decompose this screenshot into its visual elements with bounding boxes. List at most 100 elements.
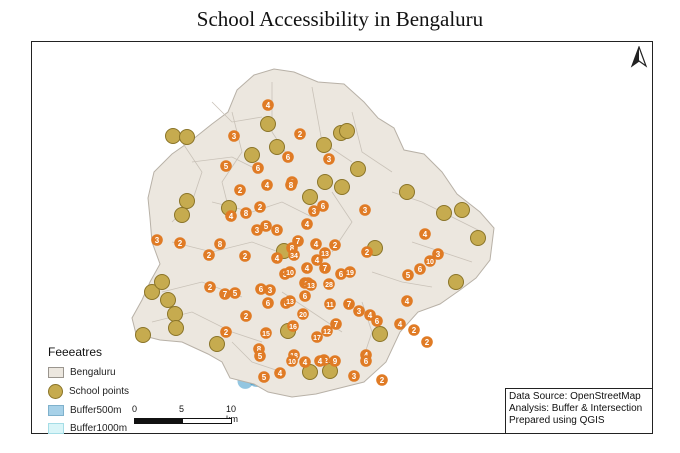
count-label[interactable]: 6 bbox=[262, 297, 274, 309]
count-label[interactable]: 5 bbox=[258, 371, 270, 383]
count-label[interactable]: 10 bbox=[284, 266, 296, 278]
count-label[interactable]: 10 bbox=[286, 355, 298, 367]
count-label[interactable]: 3 bbox=[251, 224, 263, 236]
count-label[interactable]: 8 bbox=[271, 224, 283, 236]
map-canvas[interactable]: 4326563242628843348257232238464843431310… bbox=[32, 42, 654, 435]
count-label[interactable]: 6 bbox=[282, 151, 294, 163]
school-point[interactable] bbox=[160, 292, 176, 308]
school-point[interactable] bbox=[167, 306, 183, 322]
count-label[interactable]: 8 bbox=[285, 179, 297, 191]
school-point[interactable] bbox=[135, 327, 151, 343]
count-label[interactable]: 4 bbox=[301, 218, 313, 230]
count-label[interactable]: 7 bbox=[319, 262, 331, 274]
count-label[interactable]: 4 bbox=[364, 309, 376, 321]
school-point[interactable] bbox=[244, 147, 260, 163]
count-label[interactable]: 17 bbox=[311, 331, 323, 343]
count-label[interactable]: 5 bbox=[220, 160, 232, 172]
count-label[interactable]: 34 bbox=[288, 249, 300, 261]
count-label[interactable]: 4 bbox=[299, 356, 311, 368]
school-point[interactable] bbox=[448, 274, 464, 290]
school-point[interactable] bbox=[209, 336, 225, 352]
count-label[interactable]: 2 bbox=[294, 128, 306, 140]
school-point[interactable] bbox=[372, 326, 388, 342]
count-label[interactable]: 9 bbox=[329, 355, 341, 367]
count-label[interactable]: 4 bbox=[310, 238, 322, 250]
count-label[interactable]: 13 bbox=[319, 247, 331, 259]
school-point[interactable] bbox=[339, 123, 355, 139]
school-point[interactable] bbox=[316, 137, 332, 153]
school-point[interactable] bbox=[179, 129, 195, 145]
count-label[interactable]: 3 bbox=[348, 370, 360, 382]
count-label[interactable]: 2 bbox=[254, 201, 266, 213]
count-label[interactable]: 5 bbox=[254, 350, 266, 362]
count-label[interactable]: 2 bbox=[239, 250, 251, 262]
count-label[interactable]: 5 bbox=[402, 269, 414, 281]
count-label[interactable]: 4 bbox=[314, 355, 326, 367]
count-label[interactable]: 4 bbox=[262, 99, 274, 111]
count-label[interactable]: 8 bbox=[214, 238, 226, 250]
count-label[interactable]: 2 bbox=[329, 239, 341, 251]
count-label[interactable]: 15 bbox=[260, 327, 272, 339]
count-label[interactable]: 2 bbox=[376, 374, 388, 386]
count-label[interactable]: 13 bbox=[284, 295, 296, 307]
school-point[interactable] bbox=[179, 193, 195, 209]
count-label[interactable]: 6 bbox=[299, 290, 311, 302]
count-label[interactable]: 2 bbox=[361, 246, 373, 258]
count-label[interactable]: 6 bbox=[317, 200, 329, 212]
count-label[interactable]: 20 bbox=[297, 308, 309, 320]
count-label[interactable]: 4 bbox=[271, 252, 283, 264]
count-label[interactable]: 4 bbox=[311, 254, 323, 266]
school-point[interactable] bbox=[334, 179, 350, 195]
school-point[interactable] bbox=[260, 116, 276, 132]
school-point[interactable] bbox=[399, 184, 415, 200]
count-label[interactable]: 19 bbox=[344, 266, 356, 278]
count-label[interactable]: 2 bbox=[203, 249, 215, 261]
count-label[interactable]: 28 bbox=[323, 278, 335, 290]
count-label[interactable]: 4 bbox=[261, 179, 273, 191]
count-label[interactable]: 3 bbox=[353, 305, 365, 317]
count-label[interactable]: 5 bbox=[260, 220, 272, 232]
school-point[interactable] bbox=[168, 320, 184, 336]
count-label[interactable]: 8 bbox=[240, 207, 252, 219]
count-label[interactable]: 3 bbox=[323, 153, 335, 165]
school-point[interactable] bbox=[174, 207, 190, 223]
school-point[interactable] bbox=[269, 139, 285, 155]
count-label[interactable]: 11 bbox=[324, 298, 336, 310]
school-point[interactable] bbox=[350, 161, 366, 177]
count-label[interactable]: 3 bbox=[359, 204, 371, 216]
count-label[interactable]: 6 bbox=[414, 263, 426, 275]
count-label[interactable]: 3 bbox=[228, 130, 240, 142]
school-point[interactable] bbox=[436, 205, 452, 221]
count-label[interactable]: 2 bbox=[421, 336, 433, 348]
count-label[interactable]: 4 bbox=[419, 228, 431, 240]
count-label[interactable]: 2 bbox=[408, 324, 420, 336]
count-label[interactable]: 4 bbox=[394, 318, 406, 330]
school-point[interactable] bbox=[165, 128, 181, 144]
school-point[interactable] bbox=[144, 284, 160, 300]
count-label[interactable]: 4 bbox=[274, 367, 286, 379]
count-label[interactable]: 2 bbox=[220, 326, 232, 338]
count-label[interactable]: 6 bbox=[360, 355, 372, 367]
count-label[interactable]: 16 bbox=[287, 320, 299, 332]
count-label[interactable]: 6 bbox=[335, 268, 347, 280]
count-label[interactable]: 10 bbox=[424, 255, 436, 267]
count-label[interactable]: 5 bbox=[229, 287, 241, 299]
count-label[interactable]: 3 bbox=[432, 248, 444, 260]
school-point[interactable] bbox=[302, 189, 318, 205]
count-label[interactable]: 3 bbox=[308, 205, 320, 217]
count-label[interactable]: 2 bbox=[204, 281, 216, 293]
count-label[interactable]: 3 bbox=[151, 234, 163, 246]
school-point[interactable] bbox=[154, 274, 170, 290]
school-point[interactable] bbox=[454, 202, 470, 218]
count-label[interactable]: 6 bbox=[252, 162, 264, 174]
count-label[interactable]: 4 bbox=[401, 295, 413, 307]
count-label[interactable]: 7 bbox=[330, 318, 342, 330]
count-label[interactable]: 13 bbox=[305, 279, 317, 291]
count-label[interactable]: 6 bbox=[255, 283, 267, 295]
map-frame[interactable]: 4326563242628843348257232238464843431310… bbox=[31, 41, 653, 434]
count-label[interactable]: 2 bbox=[240, 310, 252, 322]
count-label[interactable]: 7 bbox=[219, 288, 231, 300]
count-label[interactable]: 12 bbox=[321, 325, 333, 337]
count-label[interactable]: 7 bbox=[343, 298, 355, 310]
count-label[interactable]: 2 bbox=[174, 237, 186, 249]
